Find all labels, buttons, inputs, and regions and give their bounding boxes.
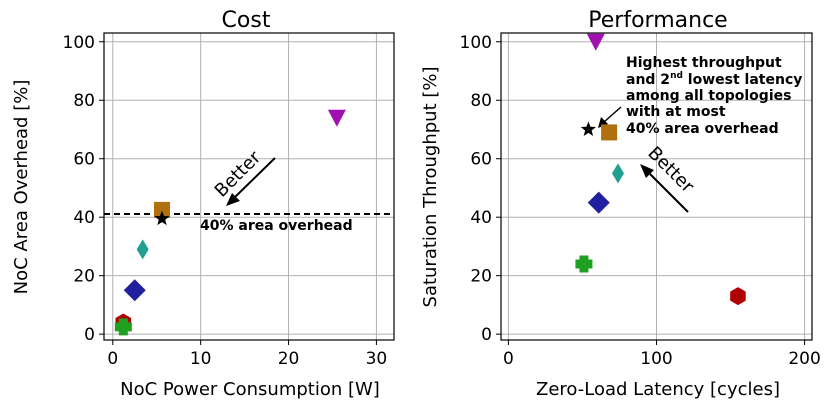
data-point-star bbox=[580, 121, 596, 136]
cost-better-arrowhead bbox=[226, 193, 240, 206]
data-point-triangle-down bbox=[327, 109, 346, 127]
data-point-hexagon bbox=[730, 287, 746, 306]
annotation-line-3: among all topologies bbox=[626, 88, 791, 104]
cost-title: Cost bbox=[222, 8, 271, 33]
cost-xlabel: NoC Power Consumption [W] bbox=[120, 379, 380, 400]
x-tick-label: 200 bbox=[788, 349, 820, 369]
performance-ylabel: Saturation Throughput [%] bbox=[420, 67, 441, 308]
y-tick-label: 40 bbox=[73, 208, 95, 228]
perf-better-arrowhead bbox=[640, 164, 654, 178]
x-tick-label: 0 bbox=[107, 349, 118, 369]
data-point-diamond bbox=[123, 279, 146, 302]
cost-ylabel: NoC Area Overhead [%] bbox=[11, 80, 32, 295]
data-point-plus bbox=[114, 318, 132, 336]
x-tick-label: 10 bbox=[190, 349, 212, 369]
y-tick-label: 60 bbox=[73, 150, 95, 170]
y-tick-label: 20 bbox=[470, 267, 492, 287]
y-tick-label: 0 bbox=[481, 325, 492, 345]
x-tick-label: 30 bbox=[366, 349, 388, 369]
performance-title: Performance bbox=[588, 8, 727, 33]
data-point-star bbox=[154, 210, 170, 226]
performance-xlabel: Zero-Load Latency [cycles] bbox=[536, 379, 780, 400]
data-point-triangle-down bbox=[586, 33, 605, 51]
annotation-line-2-sup: nd bbox=[670, 71, 683, 81]
x-tick-label: 100 bbox=[640, 349, 672, 369]
cost-axes-frame bbox=[103, 32, 395, 341]
data-point-plus bbox=[575, 255, 593, 273]
y-tick-label: 80 bbox=[73, 91, 95, 111]
y-tick-label: 100 bbox=[460, 33, 492, 53]
perf-better-arrow bbox=[649, 173, 689, 213]
y-tick-label: 0 bbox=[84, 325, 95, 345]
x-tick-label: 20 bbox=[278, 349, 300, 369]
y-tick-label: 100 bbox=[63, 33, 95, 53]
y-tick-label: 60 bbox=[470, 150, 492, 170]
y-tick-label: 40 bbox=[470, 208, 492, 228]
y-tick-label: 20 bbox=[73, 267, 95, 287]
data-point-square bbox=[601, 124, 618, 141]
data-point-thin-diamond bbox=[611, 163, 624, 184]
annotation-line-1: Highest throughput bbox=[626, 55, 782, 71]
data-point-diamond bbox=[587, 191, 610, 214]
annotation-line-2a: and 2 bbox=[626, 72, 670, 88]
cost-better-arrow bbox=[233, 157, 276, 199]
y-tick-label: 80 bbox=[470, 91, 492, 111]
performance-axes-frame bbox=[500, 32, 813, 341]
annotation-line-2: and 2nd lowest latency bbox=[626, 71, 802, 88]
cost-panel: Cost 0 10 20 30 0 20 40 60 80 100 40% area overhe… bbox=[11, 8, 395, 400]
annotation-line-2b: lowest latency bbox=[683, 72, 802, 88]
annotation-line-4: with at most bbox=[626, 104, 726, 120]
data-point-thin-diamond bbox=[136, 239, 149, 260]
cost-hline-label: 40% area overhead bbox=[200, 218, 353, 234]
x-tick-label: 0 bbox=[503, 349, 514, 369]
annotation-line-5: 40% area overhead bbox=[626, 121, 779, 137]
perf-annotation-arrowhead bbox=[598, 117, 608, 128]
perf-annotation: Highest throughput and 2nd lowest latenc… bbox=[626, 55, 802, 137]
perf-annotation-arrow bbox=[603, 106, 622, 123]
data-point-square bbox=[154, 201, 170, 218]
